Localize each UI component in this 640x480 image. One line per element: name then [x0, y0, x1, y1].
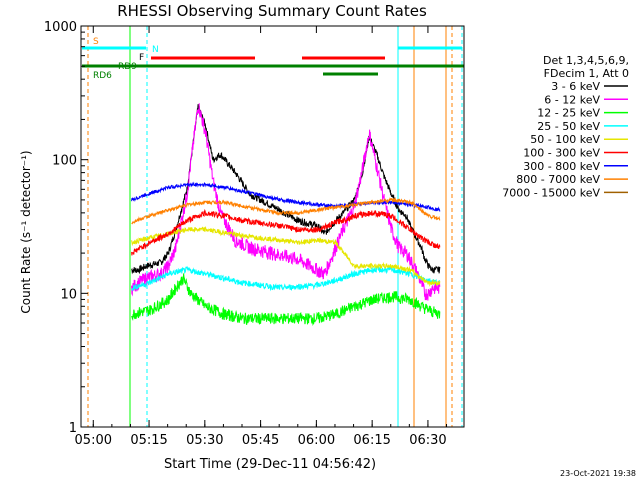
- legend-label-7: 800 - 7000 keV: [516, 173, 600, 186]
- flag-label-rd9: RD9: [118, 62, 137, 72]
- x-tick-label: 06:00: [298, 433, 335, 448]
- legend-label-0: 3 - 6 keV: [551, 80, 600, 93]
- y-axis-label: Count Rate (s⁻¹ detector⁻¹): [19, 150, 33, 313]
- legend: Det 1,3,4,5,6,9, FDecim 1, Att 0 3 - 6 k…: [502, 54, 629, 199]
- y-tick-label: 100: [52, 154, 77, 169]
- legend-label-6: 300 - 800 keV: [523, 160, 600, 173]
- series-line-6: [131, 181, 441, 212]
- overlay-lines: [87, 26, 463, 427]
- legend-label-1: 6 - 12 keV: [544, 93, 600, 106]
- x-tick-label: 05:00: [75, 433, 112, 448]
- legend-header-line-2: FDecim 1, Att 0: [544, 67, 629, 80]
- legend-label-5: 100 - 300 keV: [523, 147, 600, 160]
- flag-label-n: N: [152, 45, 159, 55]
- series-line-4: [131, 226, 441, 287]
- series-layer: [131, 103, 441, 326]
- flag-label-rd6: RD6: [93, 71, 112, 81]
- x-tick-label: 05:30: [186, 433, 223, 448]
- chart-title: RHESSI Observing Summary Count Rates: [117, 2, 427, 20]
- legend-label-4: 50 - 100 keV: [530, 133, 600, 146]
- series-line-1: [131, 103, 441, 301]
- legend-label-8: 7000 - 15000 keV: [502, 186, 600, 199]
- legend-header-line-1: Det 1,3,4,5,6,9,: [543, 54, 629, 67]
- x-axis: 05:00 05:15 05:30 05:45 06:00 06:15 06:30: [75, 26, 448, 448]
- x-axis-label: Start Time (29-Dec-11 04:56:42): [164, 457, 376, 472]
- series-line-5: [131, 208, 441, 256]
- x-tick-label: 06:15: [353, 433, 390, 448]
- y-tick-label: 1000: [44, 20, 77, 35]
- series-line-7: [131, 197, 441, 225]
- legend-label-3: 25 - 50 keV: [537, 120, 600, 133]
- timestamp: 23-Oct-2021 19:38: [560, 469, 636, 478]
- y-tick-label: 10: [60, 287, 77, 302]
- series-line-3: [131, 265, 441, 292]
- x-tick-label: 06:30: [409, 433, 446, 448]
- x-tick-label: 05:15: [130, 433, 167, 448]
- y-tick-label: 1: [69, 421, 77, 436]
- plot-frame: [80, 25, 465, 428]
- x-tick-label: 05:45: [242, 433, 279, 448]
- y-axis: 1 10 100 1000: [44, 20, 88, 436]
- series-line-2: [131, 273, 441, 326]
- legend-label-2: 12 - 25 keV: [537, 107, 600, 120]
- flag-label-f: F: [139, 53, 144, 63]
- flag-label-s: S: [93, 37, 99, 47]
